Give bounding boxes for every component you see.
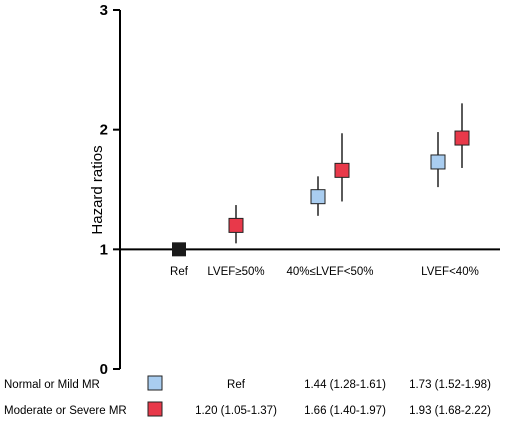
table-row-label: Normal or Mild MR	[4, 379, 100, 391]
table-cell: Ref	[227, 379, 246, 391]
reference-point-marker	[172, 242, 186, 257]
category-label: LVEF≥50%	[207, 266, 264, 278]
table-cell: 1.73 (1.52-1.98)	[409, 379, 491, 391]
data-point-marker	[228, 217, 244, 233]
y-tick-label: 3	[100, 2, 108, 19]
table-cell: 1.93 (1.68-2.22)	[409, 405, 491, 417]
data-point-marker	[430, 154, 446, 170]
table-cell: 1.44 (1.28-1.61)	[304, 379, 386, 391]
legend-swatch	[147, 401, 163, 417]
axes: 0 1 2 3 Ref LVEF≥50% 40%≤LVEF<50% LVEF<40%	[100, 2, 500, 378]
y-tick-label: 1	[100, 241, 108, 258]
results-table: Normal or Mild MR Ref 1.44 (1.28-1.61) 1.73…	[4, 375, 491, 417]
category-label: 40%≤LVEF<50%	[287, 266, 374, 278]
category-label: Ref	[170, 266, 189, 278]
legend-swatch	[147, 375, 163, 391]
y-axis-title: Hazard ratios	[89, 145, 106, 234]
data-point-marker	[454, 130, 470, 146]
table-cell: 1.66 (1.40-1.97)	[304, 405, 386, 417]
category-label: LVEF<40%	[421, 266, 479, 278]
data-point-marker	[310, 189, 326, 205]
chart-marks	[172, 103, 470, 257]
y-tick-label: 2	[100, 122, 108, 139]
table-row-label: Moderate or Severe MR	[4, 405, 127, 417]
y-tick-label: 0	[100, 361, 108, 378]
data-point-marker	[334, 162, 350, 178]
table-cell: 1.20 (1.05-1.37)	[195, 405, 277, 417]
